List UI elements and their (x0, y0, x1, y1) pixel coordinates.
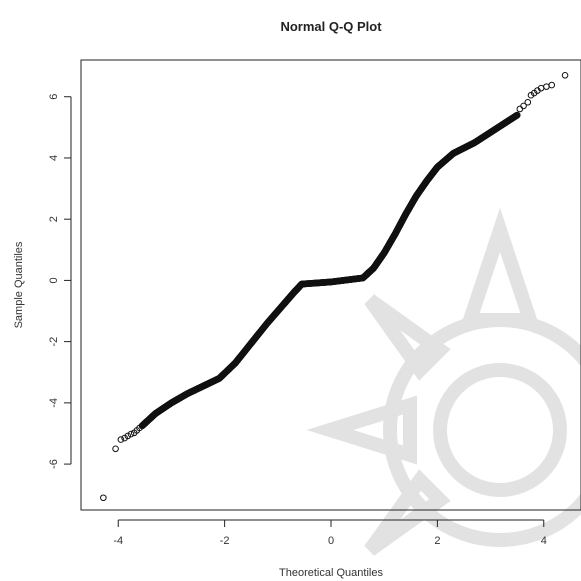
data-point-tail (127, 430, 135, 438)
data-point-tail (520, 102, 527, 110)
x-axis: -4 -2 0 2 4 (113, 519, 547, 547)
y-axis-label: Sample Quantiles (13, 241, 25, 328)
y-tick-label: 4 (48, 155, 60, 161)
x-tick-label: -4 (113, 535, 123, 547)
data-point-tail (117, 436, 125, 443)
x-axis-label: Theoretical Quantiles (279, 567, 383, 579)
y-tick-label: -6 (48, 459, 60, 469)
data-point (513, 111, 521, 119)
x-tick-label: -2 (220, 535, 230, 547)
x-tick-label: 4 (541, 535, 547, 547)
data-point-tail (548, 81, 556, 89)
y-tick-label: 6 (48, 94, 60, 100)
y-tick-label: 0 (48, 277, 60, 283)
data-point-tail (561, 72, 569, 79)
y-axis: -6 -4 -2 0 2 4 6 (48, 94, 72, 469)
data-point-tail (543, 83, 550, 90)
x-tick-label: 2 (434, 535, 440, 547)
chart-title: Normal Q-Q Plot (280, 19, 382, 34)
x-tick-label: 0 (328, 535, 334, 547)
data-point-tail (124, 432, 132, 440)
data-point-tail (524, 98, 532, 106)
y-tick-label: 2 (48, 216, 60, 222)
data-point-tail (516, 105, 524, 113)
data-points (100, 72, 569, 502)
data-point-tail (100, 494, 107, 502)
data-point-tail (136, 424, 143, 432)
watermark-ornament (306, 207, 581, 556)
data-point-tail (112, 445, 119, 453)
y-tick-label: -4 (48, 398, 60, 408)
plot-frame (80, 59, 581, 511)
y-tick-label: -2 (48, 337, 60, 347)
